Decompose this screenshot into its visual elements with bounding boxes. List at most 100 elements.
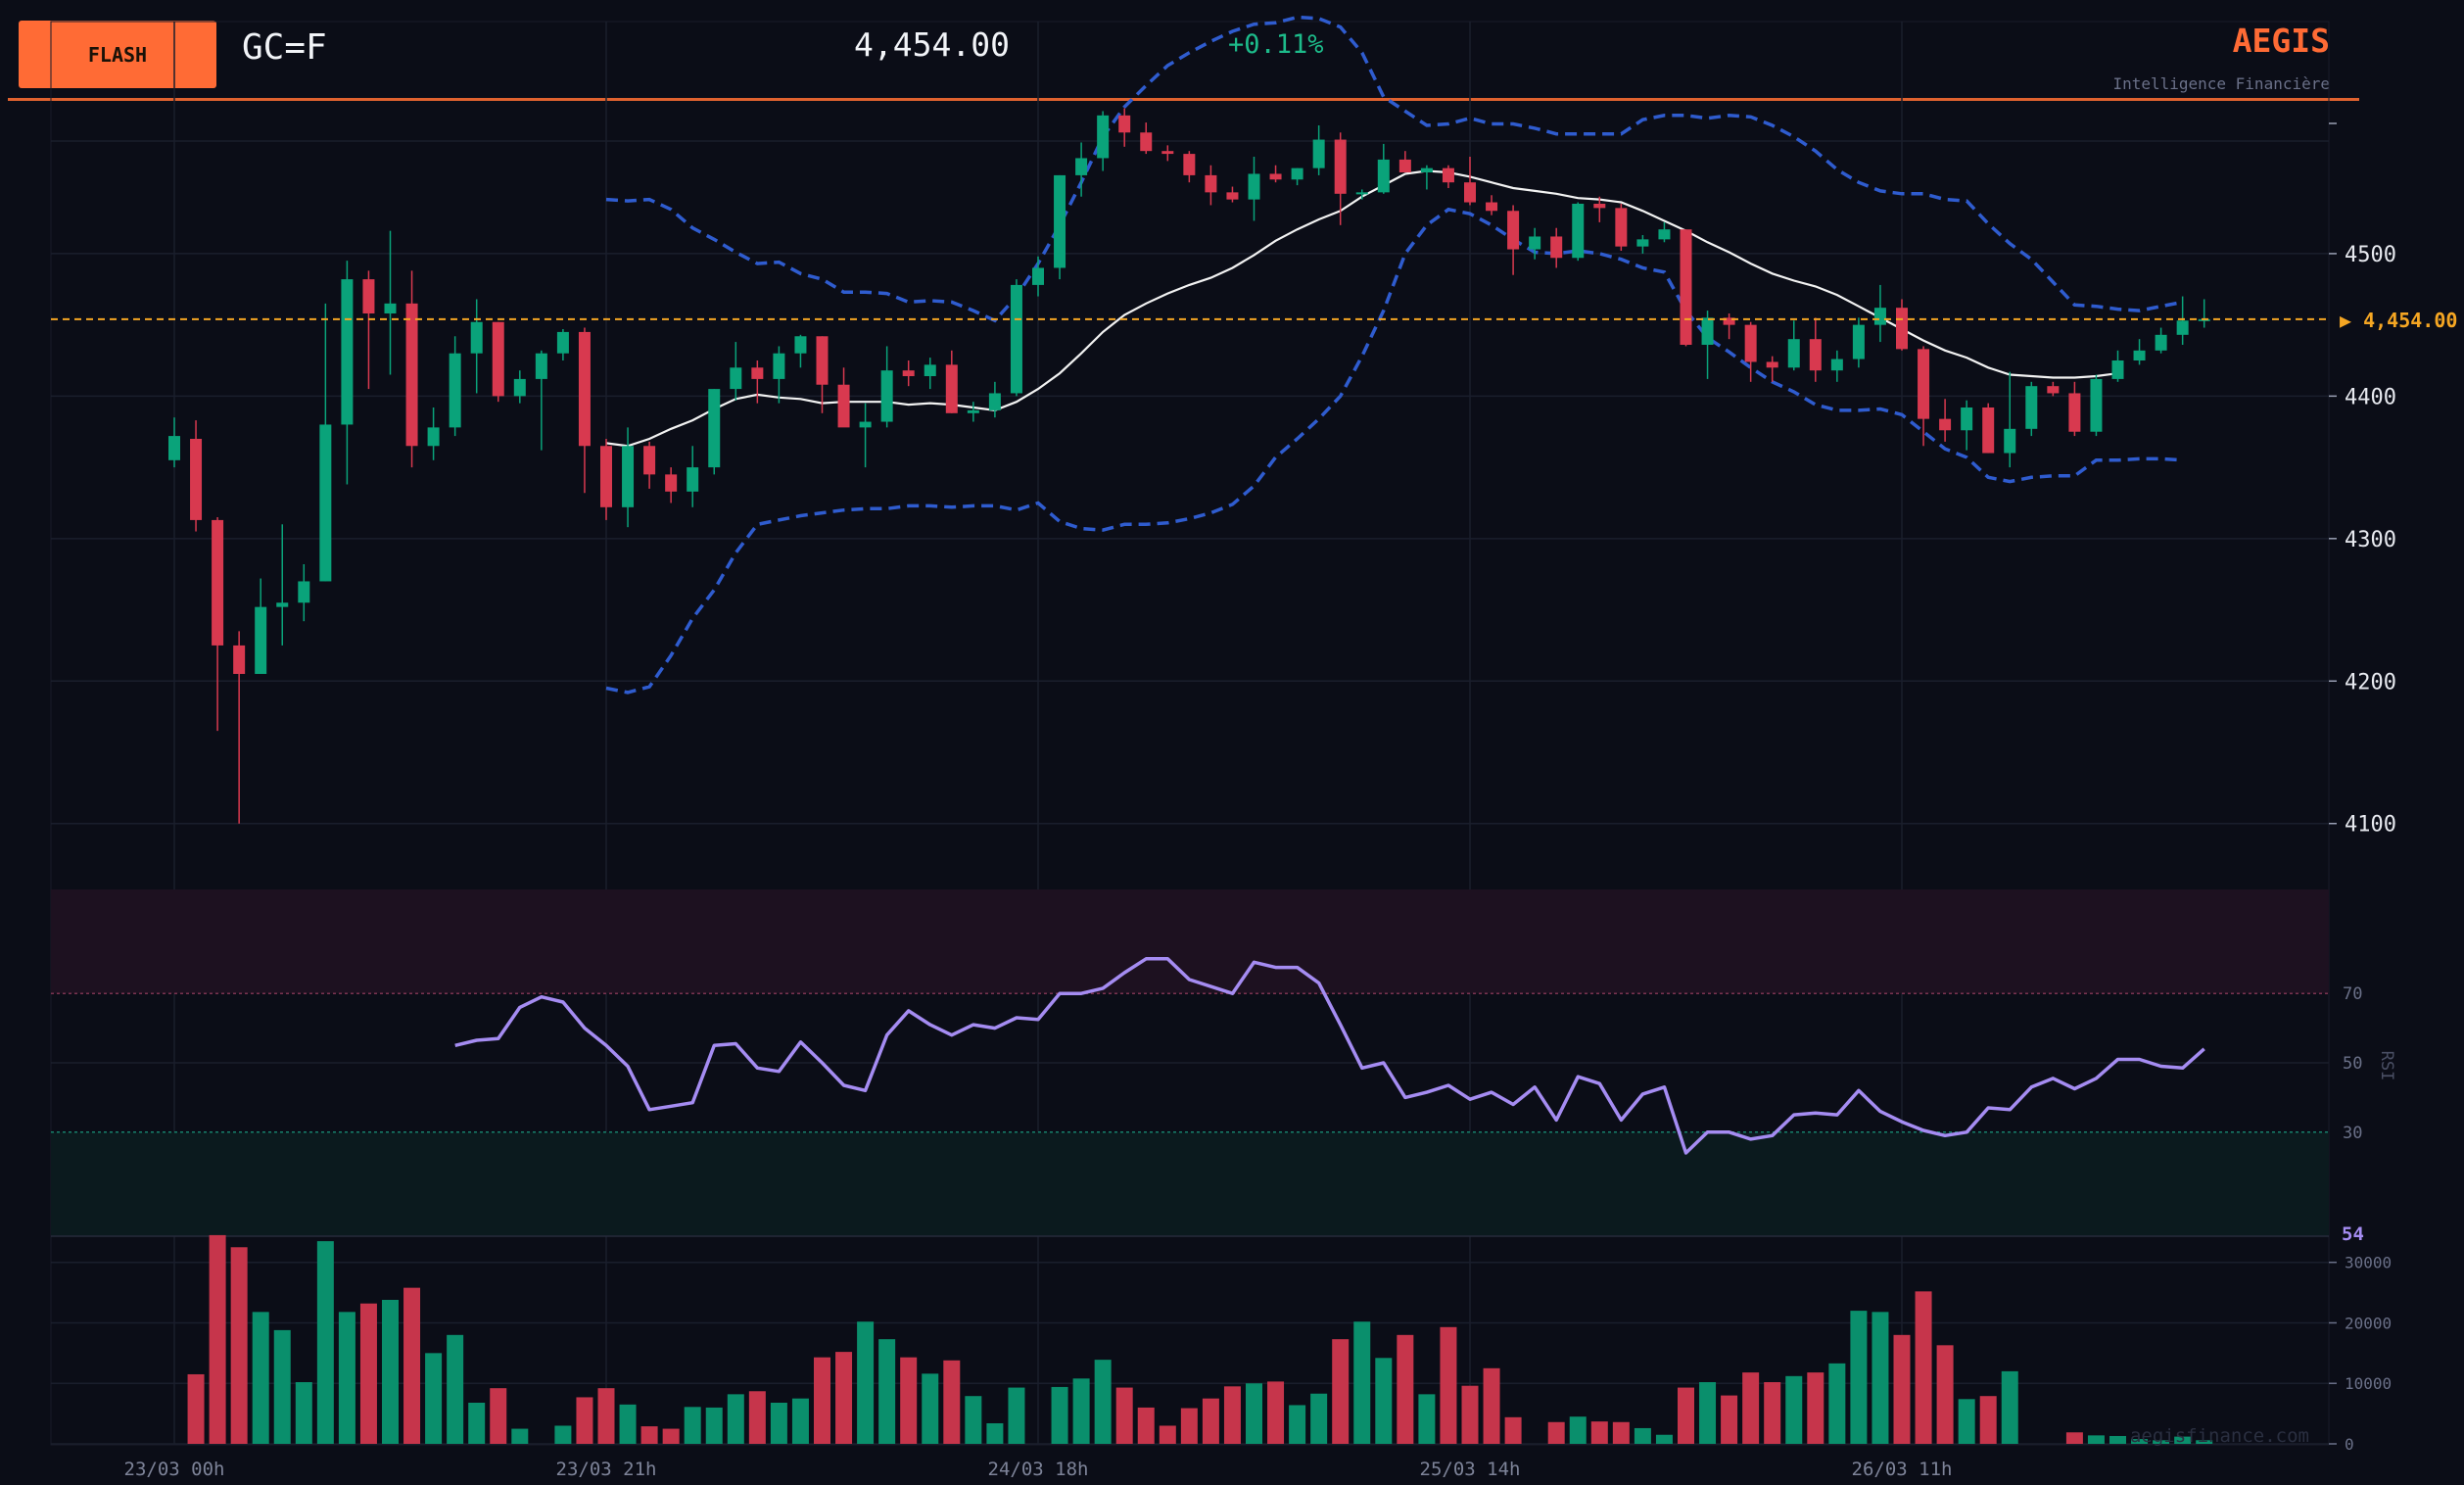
candle-down xyxy=(578,331,591,447)
candle-up xyxy=(470,321,483,354)
candle-down xyxy=(1464,182,1476,203)
candle-up xyxy=(276,602,289,607)
candle-up xyxy=(2133,350,2146,360)
overbought-zone xyxy=(51,889,2329,994)
candle-up xyxy=(1636,239,1649,247)
candle-up xyxy=(2004,428,2016,454)
candle-down xyxy=(600,446,612,507)
current-price: 4,454.00 xyxy=(854,25,1010,64)
candle-down xyxy=(1766,361,1778,368)
volume-bar xyxy=(965,1396,982,1444)
volume-bar xyxy=(382,1300,399,1444)
rsi-tick-label: 70 xyxy=(2343,984,2362,1004)
x-tick-label: 24/03 18h xyxy=(988,1459,1089,1480)
candle-up xyxy=(1961,407,1973,431)
volume-bar xyxy=(1202,1398,1219,1444)
price-change: +0.11% xyxy=(1228,29,1324,60)
chart-panels xyxy=(50,21,2330,1446)
volume-bar xyxy=(1223,1386,1241,1444)
candle-down xyxy=(1918,349,1930,419)
volume-bar xyxy=(2131,1439,2149,1444)
candle-up xyxy=(1830,359,1843,371)
candle-up xyxy=(319,424,332,582)
volume-bar xyxy=(1094,1360,1112,1444)
volume-bar xyxy=(1569,1416,1587,1444)
volume-tick-label: 10000 xyxy=(2345,1374,2392,1393)
candle-up xyxy=(622,446,635,507)
volume-bar xyxy=(1115,1387,1133,1444)
volume-bar xyxy=(1678,1387,1694,1444)
candle-up xyxy=(2176,320,2189,335)
candle-up xyxy=(988,393,1001,410)
candle-down xyxy=(212,519,224,646)
volume-bar xyxy=(468,1403,486,1444)
volume-bar xyxy=(597,1388,615,1444)
candle-up xyxy=(794,336,807,354)
volume-bar xyxy=(2153,1440,2170,1444)
volume-bar xyxy=(1872,1312,1889,1444)
candle-down xyxy=(1442,168,1454,183)
x-tick-label: 23/03 00h xyxy=(124,1459,225,1480)
candle-down xyxy=(945,364,958,413)
volume-bar xyxy=(705,1407,723,1444)
volume-bar xyxy=(662,1428,680,1444)
candle-down xyxy=(1615,208,1628,247)
volume-bar xyxy=(835,1352,853,1444)
candle-down xyxy=(1809,339,1822,371)
volume-bar xyxy=(1072,1378,1090,1444)
volume-tick-label: 0 xyxy=(2345,1435,2354,1454)
flash-badge: FLASH xyxy=(19,21,216,88)
candle-up xyxy=(298,581,310,603)
volume-bar xyxy=(1289,1405,1306,1444)
volume-bar xyxy=(1655,1434,1673,1444)
volume-bar xyxy=(748,1391,766,1444)
candle-down xyxy=(1507,211,1520,250)
volume-bar xyxy=(1807,1372,1824,1444)
volume-bar xyxy=(447,1334,464,1444)
candle-up xyxy=(513,378,526,397)
candle-up xyxy=(1529,236,1541,250)
candle-up xyxy=(730,367,742,390)
volume-tick-label: 30000 xyxy=(2345,1254,2392,1272)
volume-bar xyxy=(2174,1436,2192,1444)
x-tick-label: 23/03 21h xyxy=(556,1459,657,1480)
volume-bar xyxy=(490,1388,507,1444)
candle-up xyxy=(2111,360,2124,379)
candle-up xyxy=(1312,139,1325,168)
candle-down xyxy=(816,336,829,385)
rsi-line-path xyxy=(454,957,2205,1155)
volume-bar xyxy=(576,1397,593,1444)
candle-down xyxy=(1744,324,1757,362)
price-tick-label: 4300 xyxy=(2345,528,2396,552)
candle-down xyxy=(1486,202,1498,212)
header-bar: FLASH GC=F 4,454.00 +0.11% AEGIS Intelli… xyxy=(0,0,2464,102)
candle-up xyxy=(1572,204,1585,259)
volume-bar xyxy=(1461,1385,1479,1444)
volume-bar xyxy=(2001,1370,2018,1444)
candle-up xyxy=(1852,324,1865,359)
volume-bar xyxy=(273,1329,291,1444)
price-tick-label: 4200 xyxy=(2345,670,2396,695)
candle-up xyxy=(880,370,893,422)
ticker-symbol: GC=F xyxy=(242,27,327,68)
volume-bar xyxy=(770,1403,787,1444)
volume-bar xyxy=(1590,1421,1608,1444)
candle-down xyxy=(1550,236,1563,259)
candle-down xyxy=(1161,151,1174,155)
volume-bar xyxy=(1504,1416,1522,1444)
volume-bar xyxy=(511,1428,529,1444)
volume-bar xyxy=(1699,1382,1717,1444)
volume-bar xyxy=(230,1247,248,1444)
last-price-label: ▶ 4,454.00 xyxy=(2340,309,2457,332)
candle-down xyxy=(405,303,418,447)
volume-bar xyxy=(1332,1339,1350,1444)
rsi-tick-label: 50 xyxy=(2343,1054,2362,1074)
volume-bars xyxy=(187,1234,2213,1444)
candle-down xyxy=(190,439,203,520)
candle-up xyxy=(1377,159,1390,193)
candle-up xyxy=(1075,158,1088,175)
rsi-current-value: 54 xyxy=(2342,1223,2364,1245)
volume-bar xyxy=(1547,1421,1565,1444)
candle-up xyxy=(967,409,979,413)
